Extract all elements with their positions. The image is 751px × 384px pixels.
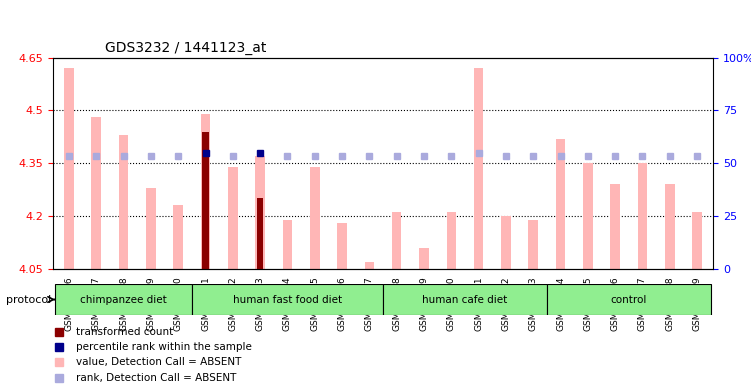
Bar xyxy=(392,212,402,269)
Text: control: control xyxy=(611,295,647,305)
Bar xyxy=(146,188,155,269)
Bar xyxy=(119,135,128,269)
Bar xyxy=(228,167,237,269)
Text: value, Detection Call = ABSENT: value, Detection Call = ABSENT xyxy=(76,358,241,367)
Text: human fast food diet: human fast food diet xyxy=(233,295,342,305)
Bar xyxy=(556,139,566,269)
Bar xyxy=(173,205,183,269)
Bar xyxy=(255,156,265,269)
Bar xyxy=(364,262,374,269)
Bar xyxy=(56,284,192,315)
Bar xyxy=(665,184,674,269)
Bar xyxy=(192,284,383,315)
Bar xyxy=(638,163,647,269)
Bar xyxy=(692,212,702,269)
Text: GDS3232 / 1441123_at: GDS3232 / 1441123_at xyxy=(105,41,267,55)
Bar xyxy=(547,284,710,315)
Text: transformed count: transformed count xyxy=(76,327,173,337)
Bar xyxy=(64,68,74,269)
Bar xyxy=(474,68,484,269)
Bar xyxy=(257,199,264,269)
Bar xyxy=(201,114,210,269)
Text: human cafe diet: human cafe diet xyxy=(422,295,508,305)
Text: percentile rank within the sample: percentile rank within the sample xyxy=(76,342,252,352)
Bar xyxy=(529,220,538,269)
Bar xyxy=(337,223,347,269)
Bar xyxy=(202,131,209,269)
Bar xyxy=(419,248,429,269)
Bar xyxy=(611,184,620,269)
Text: protocol: protocol xyxy=(6,295,51,305)
Bar xyxy=(92,118,101,269)
Text: chimpanzee diet: chimpanzee diet xyxy=(80,295,167,305)
Bar xyxy=(282,220,292,269)
Bar xyxy=(447,212,456,269)
Bar xyxy=(310,167,319,269)
Bar xyxy=(501,216,511,269)
Bar xyxy=(383,284,547,315)
Text: rank, Detection Call = ABSENT: rank, Detection Call = ABSENT xyxy=(76,373,236,383)
Bar xyxy=(583,163,593,269)
